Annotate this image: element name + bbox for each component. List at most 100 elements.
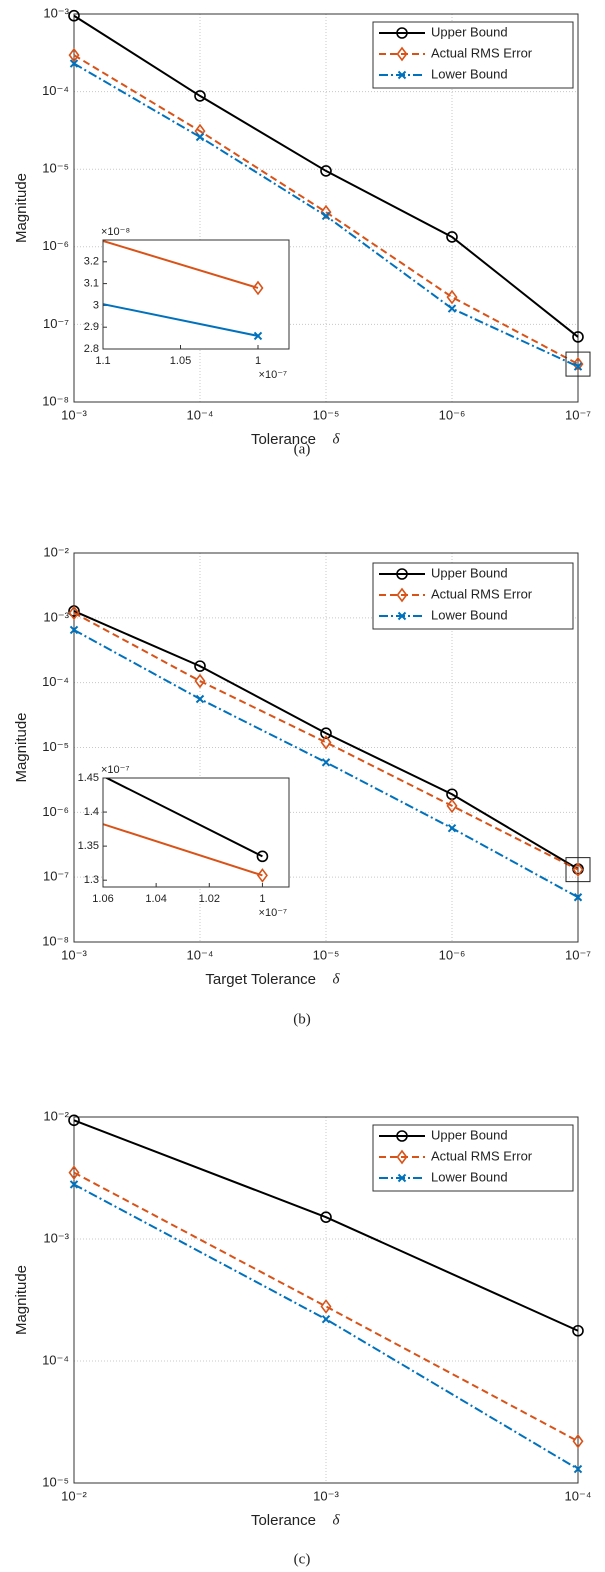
inset-x-tick-label: 1.04 [145, 893, 166, 905]
x-tick-label: 10⁻³ [61, 947, 87, 962]
zoom-box [565, 351, 591, 377]
inset-y-exponent: ×10⁻⁸ [101, 226, 130, 238]
axes-frame [73, 13, 579, 403]
x-tick-label: 10⁻⁴ [565, 1488, 592, 1503]
marker [446, 289, 458, 305]
zoom-box [565, 857, 591, 883]
caption: (c) [294, 1551, 311, 1567]
inset-y-exponent: ×10⁻⁷ [101, 764, 129, 776]
marker [69, 625, 79, 635]
marker [573, 1464, 583, 1474]
y-tick-label: 10⁻⁶ [42, 238, 69, 253]
legend-marker [396, 27, 408, 39]
inset-x-tick-label: 1.02 [199, 893, 220, 905]
y-tick-label: 10⁻⁷ [43, 316, 69, 331]
inset-y-tick-label: 1.45 [78, 772, 99, 784]
legend-label: Lower Bound [431, 1169, 508, 1184]
marker [573, 893, 583, 902]
y-tick-label: 10⁻² [43, 544, 69, 559]
marker [68, 47, 80, 63]
y-tick-label: 10⁻⁸ [42, 933, 69, 948]
y-tick-label: 10⁻⁴ [42, 83, 69, 98]
inset-x-tick-label: 1.1 [95, 355, 110, 367]
inset-x-exponent: ×10⁻⁷ [259, 907, 287, 919]
marker [195, 132, 205, 142]
marker [572, 1324, 584, 1337]
y-tick-label: 10⁻⁷ [43, 869, 69, 884]
marker [253, 331, 263, 341]
x-tick-label: 10⁻³ [313, 1488, 339, 1503]
marker [256, 850, 269, 863]
legend-label: Actual RMS Error [431, 1148, 533, 1163]
inset-y-tick-label: 3.2 [84, 256, 99, 268]
legend-label: Upper Bound [431, 1127, 508, 1142]
inset-frame [102, 777, 290, 888]
marker [446, 798, 458, 814]
x-axis-symbol: δ [333, 971, 341, 987]
inset-y-tick-label: 1.4 [84, 806, 99, 818]
marker [321, 758, 331, 767]
axes-frame [73, 1116, 579, 1484]
inset-frame [102, 239, 290, 350]
marker [252, 280, 264, 296]
y-tick-label: 10⁻⁵ [42, 739, 69, 754]
marker [321, 211, 331, 221]
marker [68, 605, 80, 621]
inset-area [103, 778, 289, 887]
marker [68, 1165, 80, 1180]
y-tick-label: 10⁻² [43, 1108, 69, 1123]
marker [572, 331, 584, 343]
y-axis-label: Magnitude [13, 712, 30, 782]
inset-x-exponent: ×10⁻⁷ [259, 369, 287, 381]
legend-marker [397, 611, 407, 621]
axes-frame [73, 552, 579, 943]
x-tick-label: 10⁻⁶ [439, 947, 466, 962]
marker [320, 727, 332, 740]
marker [320, 165, 332, 177]
marker [321, 1315, 331, 1324]
x-tick-label: 10⁻⁵ [313, 407, 340, 422]
caption: (b) [293, 1011, 311, 1027]
legend-marker [396, 568, 408, 580]
legend-marker [396, 46, 408, 62]
marker [69, 1180, 79, 1189]
inset-y-tick-label: 3.1 [84, 278, 99, 290]
series-line [73, 610, 579, 870]
marker [68, 9, 80, 22]
legend-marker [396, 1149, 408, 1165]
inset-x-tick-label: 1.06 [92, 893, 113, 905]
marker [320, 1299, 332, 1314]
marker [320, 1211, 332, 1223]
y-tick-label: 10⁻⁴ [42, 674, 69, 689]
marker [572, 356, 584, 372]
marker [572, 862, 584, 877]
series-line [73, 1119, 579, 1332]
marker [320, 735, 332, 750]
marker [572, 1433, 584, 1449]
inset-x-tick-label: 1 [259, 893, 265, 905]
series-line [73, 1171, 579, 1443]
inset-x-tick-label: 1.05 [170, 355, 191, 367]
marker [195, 694, 205, 704]
series-line [73, 14, 579, 338]
marker [446, 231, 458, 243]
x-tick-label: 10⁻⁵ [313, 947, 340, 962]
x-axis-symbol: δ [333, 431, 341, 447]
y-tick-label: 10⁻³ [43, 5, 69, 20]
legend-label: Lower Bound [431, 607, 508, 622]
legend-label: Upper Bound [431, 24, 508, 39]
legend-label: Actual RMS Error [431, 45, 533, 60]
y-tick-label: 10⁻³ [43, 1230, 69, 1245]
x-tick-label: 10⁻⁷ [565, 947, 591, 962]
marker [68, 1114, 80, 1127]
series-line [73, 54, 579, 365]
x-axis-label: Tolerance [251, 431, 316, 448]
x-axis-symbol: δ [333, 1512, 341, 1528]
inset-x-tick-label: 1 [255, 355, 261, 367]
y-tick-label: 10⁻³ [43, 609, 69, 624]
inset-plot [0, 0, 264, 341]
x-tick-label: 10⁻⁷ [565, 407, 591, 422]
inset-y-tick-label: 2.8 [84, 343, 99, 355]
y-tick-label: 10⁻⁴ [42, 1352, 69, 1367]
